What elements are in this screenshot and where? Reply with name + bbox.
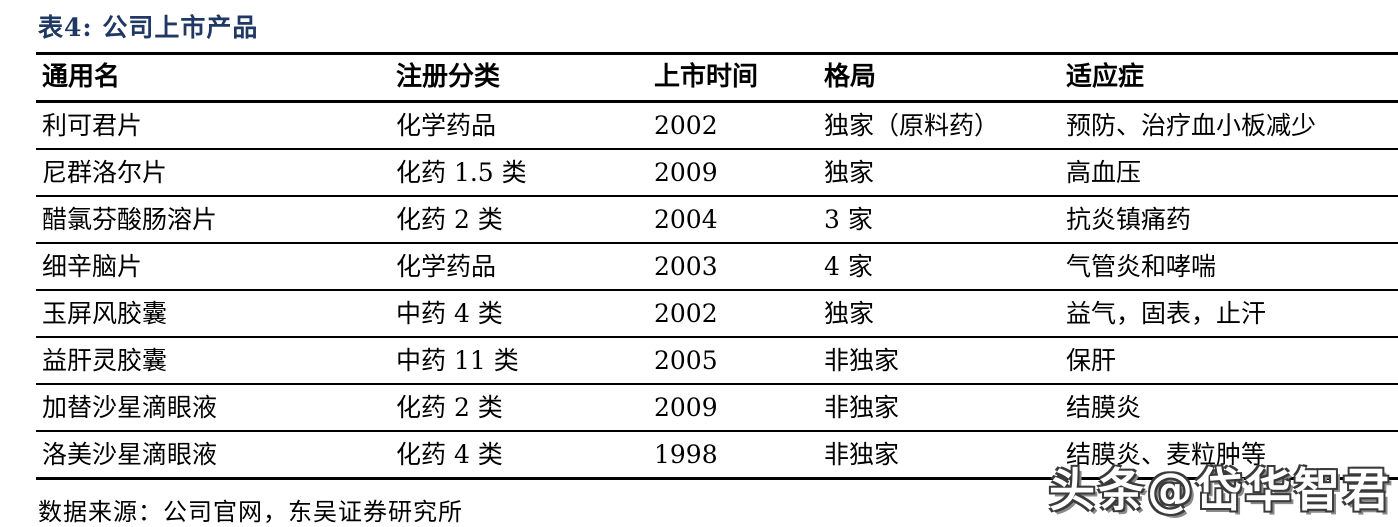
- table-cell: 保肝: [1066, 346, 1117, 375]
- table-title: 表4: 公司上市产品: [38, 13, 259, 42]
- table-cell: 醋氯芬酸肠溶片: [42, 205, 218, 234]
- table-cell: 非独家: [824, 346, 900, 375]
- table-header: 通用名 注册分类 上市时间 格局 适应症: [36, 54, 1398, 102]
- table-body: 利可君片 化学药品 2002 独家（原料药） 预防、治疗血小板减少 尼群洛尔片 化药 1.5…: [36, 102, 1398, 479]
- table-cell: 化药 1.5 类: [396, 158, 527, 187]
- table-cell: 加替沙星滴眼液: [42, 393, 218, 422]
- table-cell: 化药 2 类: [396, 205, 503, 234]
- table-cell: 化药 2 类: [396, 393, 503, 422]
- table-cell: 结膜炎: [1066, 393, 1142, 422]
- table-cell: 玉屏风胶囊: [42, 299, 168, 328]
- table-row: 加替沙星滴眼液 化药 2 类 2009 非独家 结膜炎: [36, 384, 1398, 431]
- table-cell: 益肝灵胶囊: [42, 346, 168, 375]
- table-cell: 结膜炎、麦粒肿等: [1066, 440, 1267, 469]
- table-cell: 利可君片: [42, 111, 143, 140]
- table-row: 益肝灵胶囊 中药 11 类 2005 非独家 保肝: [36, 337, 1398, 384]
- column-header-2: 上市时间: [654, 62, 759, 92]
- table-cell: 化学药品: [396, 252, 497, 281]
- table-cell: 预防、治疗血小板减少: [1066, 111, 1317, 140]
- table-cell: 独家: [824, 299, 875, 328]
- table-cell: 2009: [654, 158, 718, 187]
- table-cell: 化学药品: [396, 111, 497, 140]
- table-cell: 2002: [654, 299, 718, 328]
- column-header-0: 通用名: [42, 62, 121, 92]
- table-cell: 2004: [654, 205, 718, 234]
- table-cell: 2009: [654, 393, 718, 422]
- table-row: 利可君片 化学药品 2002 独家（原料药） 预防、治疗血小板减少: [36, 102, 1398, 149]
- table-row: 细辛脑片 化学药品 2003 4 家 气管炎和哮喘: [36, 243, 1398, 290]
- table-cell: 中药 4 类: [396, 299, 503, 328]
- table-cell: 2003: [654, 252, 718, 281]
- table-cell: 细辛脑片: [42, 252, 143, 281]
- table-cell: 尼群洛尔片: [42, 158, 168, 187]
- table-cell: 独家: [824, 158, 875, 187]
- table-cell: 2002: [654, 111, 718, 140]
- table-cell: 4 家: [824, 252, 873, 281]
- table-cell: 1998: [654, 440, 718, 469]
- table-cell: 化药 4 类: [396, 440, 503, 469]
- column-header-3: 格局: [824, 62, 877, 92]
- table-cell: 非独家: [824, 393, 900, 422]
- table-cell: 非独家: [824, 440, 900, 469]
- table-cell: 中药 11 类: [396, 346, 519, 375]
- table-row: 醋氯芬酸肠溶片 化药 2 类 2004 3 家 抗炎镇痛药: [36, 196, 1398, 243]
- table-cell: 3 家: [824, 205, 873, 234]
- table-cell: 独家（原料药）: [824, 111, 1000, 140]
- table-cell: 2005: [654, 346, 718, 375]
- listed-products-table: 通用名 注册分类 上市时间 格局 适应症 利可君片 化学药品 2002 独家（原料药） 预防、治…: [36, 52, 1398, 480]
- table-cell: 抗炎镇痛药: [1066, 205, 1192, 234]
- column-header-1: 注册分类: [396, 62, 501, 92]
- header-row: 通用名 注册分类 上市时间 格局 适应症: [36, 54, 1398, 102]
- table-cell: 高血压: [1066, 158, 1142, 187]
- table-row: 洛美沙星滴眼液 化药 4 类 1998 非独家 结膜炎、麦粒肿等: [36, 431, 1398, 479]
- table-row: 尼群洛尔片 化药 1.5 类 2009 独家 高血压: [36, 149, 1398, 196]
- data-source-note: 数据来源：公司官网，东吴证券研究所: [38, 498, 463, 526]
- table-cell: 气管炎和哮喘: [1066, 252, 1217, 281]
- table-row: 玉屏风胶囊 中药 4 类 2002 独家 益气，固表，止汗: [36, 290, 1398, 337]
- table-cell: 洛美沙星滴眼液: [42, 440, 218, 469]
- column-header-4: 适应症: [1066, 62, 1145, 92]
- table-cell: 益气，固表，止汗: [1066, 299, 1267, 328]
